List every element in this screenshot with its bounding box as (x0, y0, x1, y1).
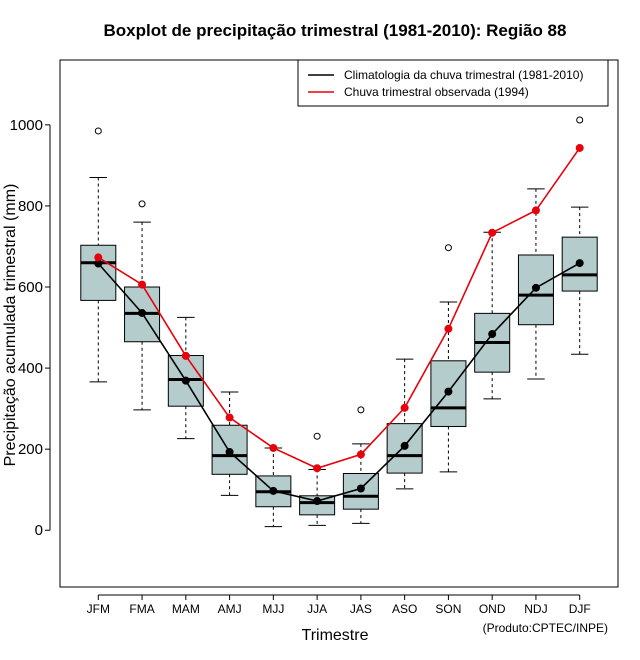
climatology-point (138, 308, 147, 317)
y-tick-label: 800 (18, 198, 43, 215)
box-jja (299, 432, 336, 526)
observed-point (531, 206, 540, 215)
outlier-point (576, 116, 584, 124)
climatology-point (313, 497, 322, 506)
box-djf (561, 116, 598, 355)
climatology-point (181, 376, 190, 385)
observed-point (313, 464, 322, 473)
y-axis-label: Precipitação acumulada trimestral (mm) (2, 184, 19, 467)
climatology-point (94, 259, 103, 268)
observed-point (181, 351, 190, 360)
box-amj (211, 391, 248, 496)
observed-point (488, 228, 497, 237)
x-axis-label: Trimestre (302, 627, 369, 644)
outlier-point (313, 432, 321, 440)
x-tick-label: FMA (129, 602, 154, 616)
x-tick-label: AMJ (218, 602, 242, 616)
y-axis: 0 200 400 600 800 1000 (10, 117, 51, 539)
outlier-point (357, 406, 365, 414)
box-iqr (299, 495, 336, 516)
x-tick-label: DJF (569, 602, 591, 616)
climatology-point (531, 283, 540, 292)
x-tick-label: JJA (307, 602, 327, 616)
climatology-point (225, 448, 234, 457)
climatology-point (400, 441, 409, 450)
x-tick-label: JFM (87, 602, 110, 616)
y-tick-label: 0 (35, 522, 43, 539)
observed-point (225, 413, 234, 422)
x-tick-label: JAS (350, 602, 372, 616)
climatology-point (575, 259, 584, 268)
legend-label-climatology: Climatologia da chuva trimestral (1981-2… (344, 68, 583, 82)
x-tick-label: SON (435, 602, 461, 616)
observed-point (444, 324, 453, 333)
observed-point (400, 403, 409, 412)
series-lines (94, 143, 584, 506)
outlier-point (94, 127, 102, 135)
x-tick-label: MAM (172, 602, 200, 616)
x-axis: JFM FMA MAM AMJ MJJ JJA JAS ASO SON OND NDJ DJF (87, 594, 591, 616)
box-jas (342, 406, 379, 524)
box-iqr (80, 244, 117, 301)
legend-box (297, 59, 609, 107)
outlier-point (138, 200, 146, 208)
climatology-line (97, 262, 581, 502)
credit-text: (Produto:CPTEC/INPE) (483, 621, 608, 635)
climatology-point (269, 486, 278, 495)
x-tick-label: NDJ (524, 602, 547, 616)
climatology-point (356, 484, 365, 493)
y-tick-label: 600 (18, 279, 43, 296)
observed-line (97, 147, 581, 470)
box-aso (386, 358, 423, 490)
boxplots (80, 116, 598, 528)
legend: Climatologia da chuva trimestral (1981-2… (297, 59, 609, 107)
legend-label-observed: Chuva trimestral observada (1994) (344, 85, 529, 99)
x-tick-label: OND (479, 602, 506, 616)
observed-point (94, 253, 103, 262)
y-tick-label: 1000 (10, 117, 43, 134)
box-ond (474, 231, 511, 400)
x-tick-label: ASO (392, 602, 417, 616)
outlier-point (444, 244, 452, 252)
chart-title: Boxplot de precipitação trimestral (1981… (104, 21, 567, 40)
observed-point (138, 280, 147, 289)
y-tick-label: 400 (18, 360, 43, 377)
box-son (430, 244, 467, 473)
observed-point (575, 143, 584, 152)
x-tick-label: MJJ (262, 602, 284, 616)
climatology-point (444, 387, 453, 396)
observed-point (269, 443, 278, 452)
observed-point (356, 450, 365, 459)
y-tick-label: 200 (18, 441, 43, 458)
climatology-point (488, 330, 497, 339)
box-fma (124, 200, 161, 411)
